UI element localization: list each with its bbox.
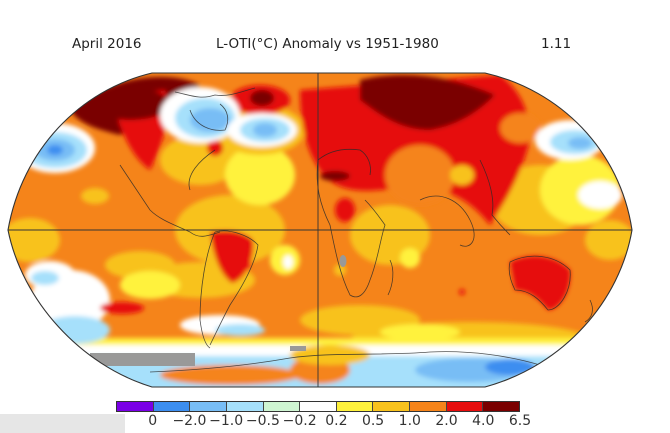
anomaly-field: [8, 73, 632, 387]
legend-tick-label: 0: [148, 413, 158, 429]
legend-swatch: [226, 402, 264, 411]
legend-tick-label: 6.5: [508, 413, 532, 429]
legend-swatch: [483, 402, 520, 411]
globe-outline: [7, 72, 633, 388]
legend-tick-label: −1.0: [209, 413, 244, 429]
legend-swatch: [190, 402, 227, 411]
legend-tick-label: 4.0: [472, 413, 495, 429]
page-edge-bar: [0, 414, 125, 433]
legend-swatch: [336, 402, 374, 411]
legend-tick-label: −0.2: [282, 413, 317, 429]
global-mean-value: 1.11: [541, 36, 572, 52]
legend-swatch: [117, 402, 154, 411]
color-legend-bar: [116, 401, 520, 412]
legend-swatch: [153, 402, 191, 411]
legend-swatch: [410, 402, 447, 411]
legend-tick-label: −0.5: [245, 413, 280, 429]
map-title: L-OTI(°C) Anomaly vs 1951-1980: [216, 36, 439, 52]
legend-swatch: [300, 402, 337, 411]
legend-tick-label: −2.0: [172, 413, 207, 429]
map-header: April 2016 L-OTI(°C) Anomaly vs 1951-198…: [0, 36, 670, 56]
legend-tick-label: 1.0: [398, 413, 421, 429]
legend-tick-label: 0.2: [325, 413, 348, 429]
date-label: April 2016: [72, 36, 142, 52]
legend-tick-label: 0.5: [361, 413, 385, 429]
color-legend-ticks: 0 −2.0 −1.0 −0.5 −0.2 0.2 0.5 1.0 2.0 4.0 6.5: [0, 413, 670, 431]
legend-swatch: [446, 402, 484, 411]
legend-swatch: [263, 402, 301, 411]
legend-tick-label: 2.0: [435, 413, 458, 429]
legend-swatch: [373, 402, 411, 411]
